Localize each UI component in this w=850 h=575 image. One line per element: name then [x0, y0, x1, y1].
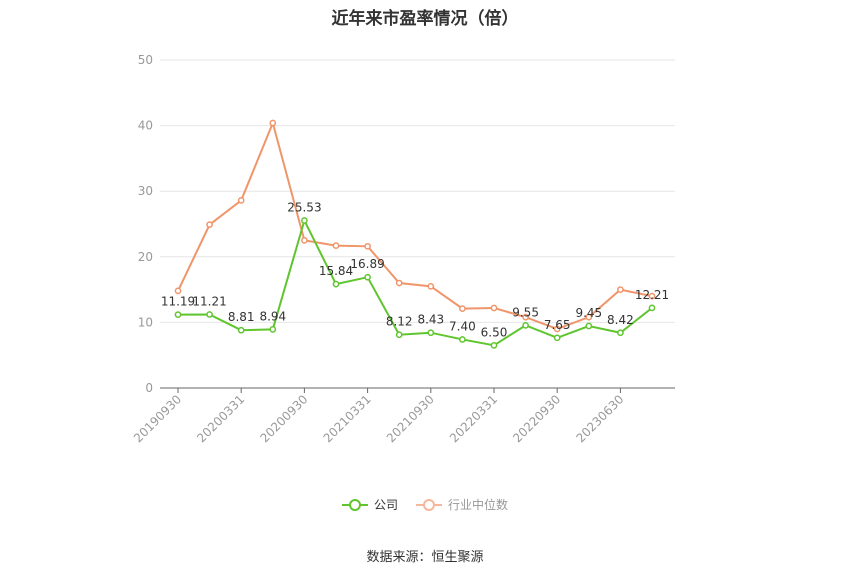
data-point-industry-median [395, 279, 403, 287]
y-tick-label: 40 [138, 119, 153, 133]
data-label-company: 8.43 [417, 313, 444, 327]
data-point-industry-median [206, 221, 213, 229]
data-label-company: 11.21 [192, 294, 226, 308]
data-point-company [490, 342, 498, 349]
x-tick-label: 20220930 [510, 392, 563, 445]
data-point-company [522, 322, 529, 329]
data-point-company [617, 329, 624, 337]
data-point-industry-median [427, 282, 435, 290]
data-point-company [364, 273, 371, 281]
data-point-industry-median [459, 305, 466, 312]
data-point-company [553, 334, 561, 342]
legend-label-industry-median: 行业中位数 [448, 498, 509, 512]
data-point-company [648, 304, 656, 312]
data-point-company [427, 329, 435, 337]
data-point-industry-median [617, 286, 624, 293]
y-tick-label: 30 [138, 184, 153, 198]
data-label-company: 16.89 [350, 257, 384, 271]
legend-swatch-industry-median [416, 498, 442, 512]
data-point-company [459, 336, 466, 343]
data-point-company [585, 322, 593, 330]
series-line-company [177, 217, 653, 347]
x-tick-label: 20220331 [447, 392, 500, 445]
data-point-industry-median [269, 119, 277, 127]
chart-title: 近年来市盈率情况（倍） [331, 9, 519, 29]
x-tick-label: 20210331 [321, 392, 374, 445]
series-line-industry-median [177, 119, 653, 331]
data-label-company: 8.94 [259, 309, 286, 323]
source-note: 数据来源：恒生聚源 [366, 550, 484, 565]
data-point-industry-median [585, 313, 593, 321]
y-tick-label: 20 [138, 250, 153, 264]
data-point-industry-median [648, 292, 656, 300]
legend: 公司 行业中位数 [0, 496, 850, 513]
data-point-industry-median [332, 242, 340, 249]
data-point-company [237, 326, 245, 334]
data-point-company [174, 311, 182, 318]
legend-item-company[interactable]: 公司 [341, 496, 398, 513]
data-label-company: 15.84 [319, 264, 353, 278]
data-label-company: 9.45 [575, 306, 602, 320]
legend-label-company: 公司 [373, 498, 398, 512]
data-label-company: 6.50 [481, 325, 508, 339]
data-point-company [332, 280, 340, 288]
data-point-industry-median [522, 313, 529, 321]
x-tick-label: 20200331 [194, 392, 247, 445]
y-tick-label: 50 [138, 53, 153, 67]
data-point-company [206, 311, 213, 318]
data-point-industry-median [301, 237, 308, 244]
data-point-industry-median [237, 197, 245, 204]
x-tick-label: 20200930 [257, 392, 310, 445]
data-point-company [269, 326, 277, 333]
data-label-company: 7.65 [544, 318, 571, 332]
data-label-company: 8.81 [228, 310, 255, 324]
legend-swatch-company [341, 498, 368, 512]
data-label-company: 9.55 [512, 305, 539, 319]
data-point-company [395, 331, 403, 339]
y-tick-label: 0 [145, 381, 153, 395]
x-tick-label: 20210930 [384, 392, 437, 445]
data-label-company: 12.21 [635, 288, 669, 302]
data-label-company: 11.19 [161, 295, 195, 309]
data-point-company [301, 217, 308, 224]
data-point-industry-median [553, 325, 561, 333]
data-label-company: 8.12 [386, 315, 413, 329]
data-label-company: 25.53 [287, 201, 321, 215]
data-label-company: 7.40 [449, 319, 476, 333]
x-tick-label: 20230630 [573, 392, 626, 445]
data-label-company: 8.42 [607, 313, 634, 327]
data-point-industry-median [490, 304, 498, 312]
data-point-industry-median [174, 287, 182, 295]
legend-item-industry-median[interactable]: 行业中位数 [416, 496, 508, 513]
x-tick-label: 20190930 [131, 392, 184, 445]
y-tick-label: 10 [138, 315, 153, 329]
data-point-industry-median [364, 242, 371, 250]
